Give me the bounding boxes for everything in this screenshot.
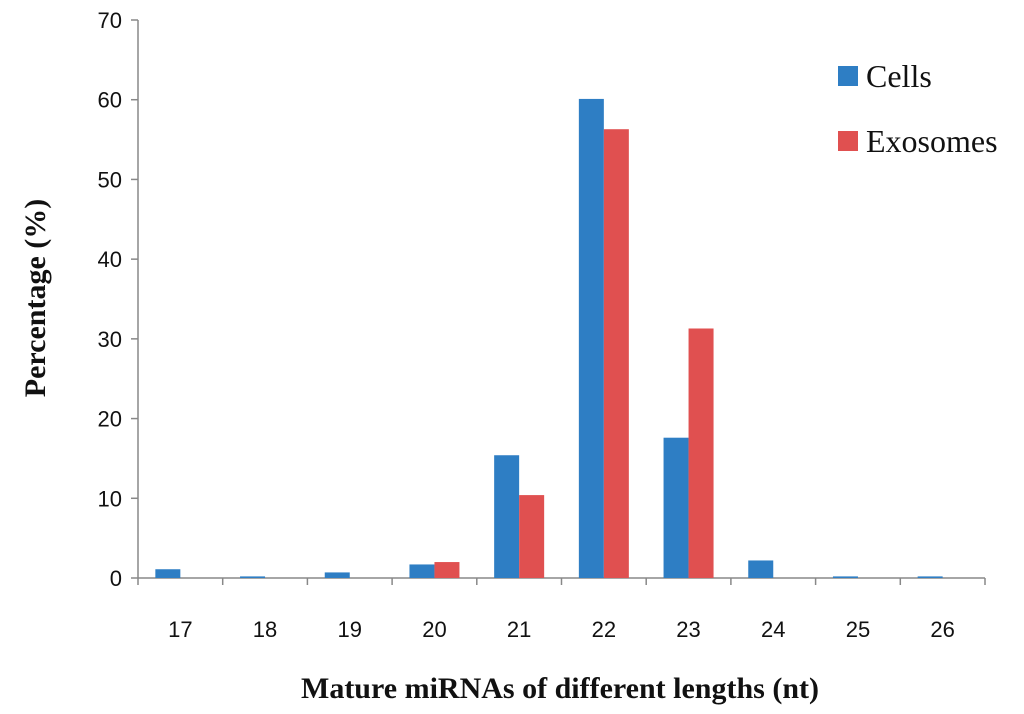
legend-label-exosomes: Exosomes	[866, 123, 998, 159]
y-tick-label: 70	[98, 8, 122, 33]
y-axis-title: Percentage (%)	[19, 199, 52, 398]
legend-swatch-exosomes	[838, 131, 858, 151]
legend-swatch-cells	[838, 66, 858, 86]
bar-exosomes-20	[434, 562, 460, 578]
x-tick-label: 25	[846, 617, 870, 642]
bar-cells-17	[155, 569, 181, 578]
y-tick-label: 50	[98, 167, 122, 192]
bar-cells-19	[324, 572, 350, 578]
x-axis-title: Mature miRNAs of different lengths (nt)	[301, 672, 819, 705]
x-tick-label: 17	[168, 617, 192, 642]
bar-cells-23	[663, 437, 689, 578]
bar-cells-25	[832, 576, 858, 578]
bar-cells-18	[240, 576, 266, 578]
x-tick-label: 19	[338, 617, 362, 642]
y-tick-label: 60	[98, 88, 122, 113]
bar-cells-20	[409, 564, 435, 578]
legend-label-cells: Cells	[866, 58, 932, 94]
bar-exosomes-22	[603, 129, 629, 579]
x-tick-label: 24	[761, 617, 785, 642]
bar-cells-26	[917, 576, 943, 578]
y-tick-label: 20	[98, 407, 122, 432]
y-tick-label: 10	[98, 486, 122, 511]
bar-cells-21	[494, 455, 520, 578]
y-tick-label: 40	[98, 247, 122, 272]
bar-exosomes-21	[519, 495, 545, 578]
y-tick-label: 30	[98, 327, 122, 352]
x-tick-label: 20	[422, 617, 446, 642]
x-tick-label: 21	[507, 617, 531, 642]
bar-exosomes-23	[688, 328, 714, 578]
x-tick-label: 22	[592, 617, 616, 642]
x-tick-label: 23	[676, 617, 700, 642]
y-tick-label: 0	[110, 566, 122, 591]
x-tick-label: 26	[930, 617, 954, 642]
x-tick-label: 18	[253, 617, 277, 642]
bar-cells-24	[748, 560, 774, 578]
bar-cells-22	[578, 98, 604, 578]
